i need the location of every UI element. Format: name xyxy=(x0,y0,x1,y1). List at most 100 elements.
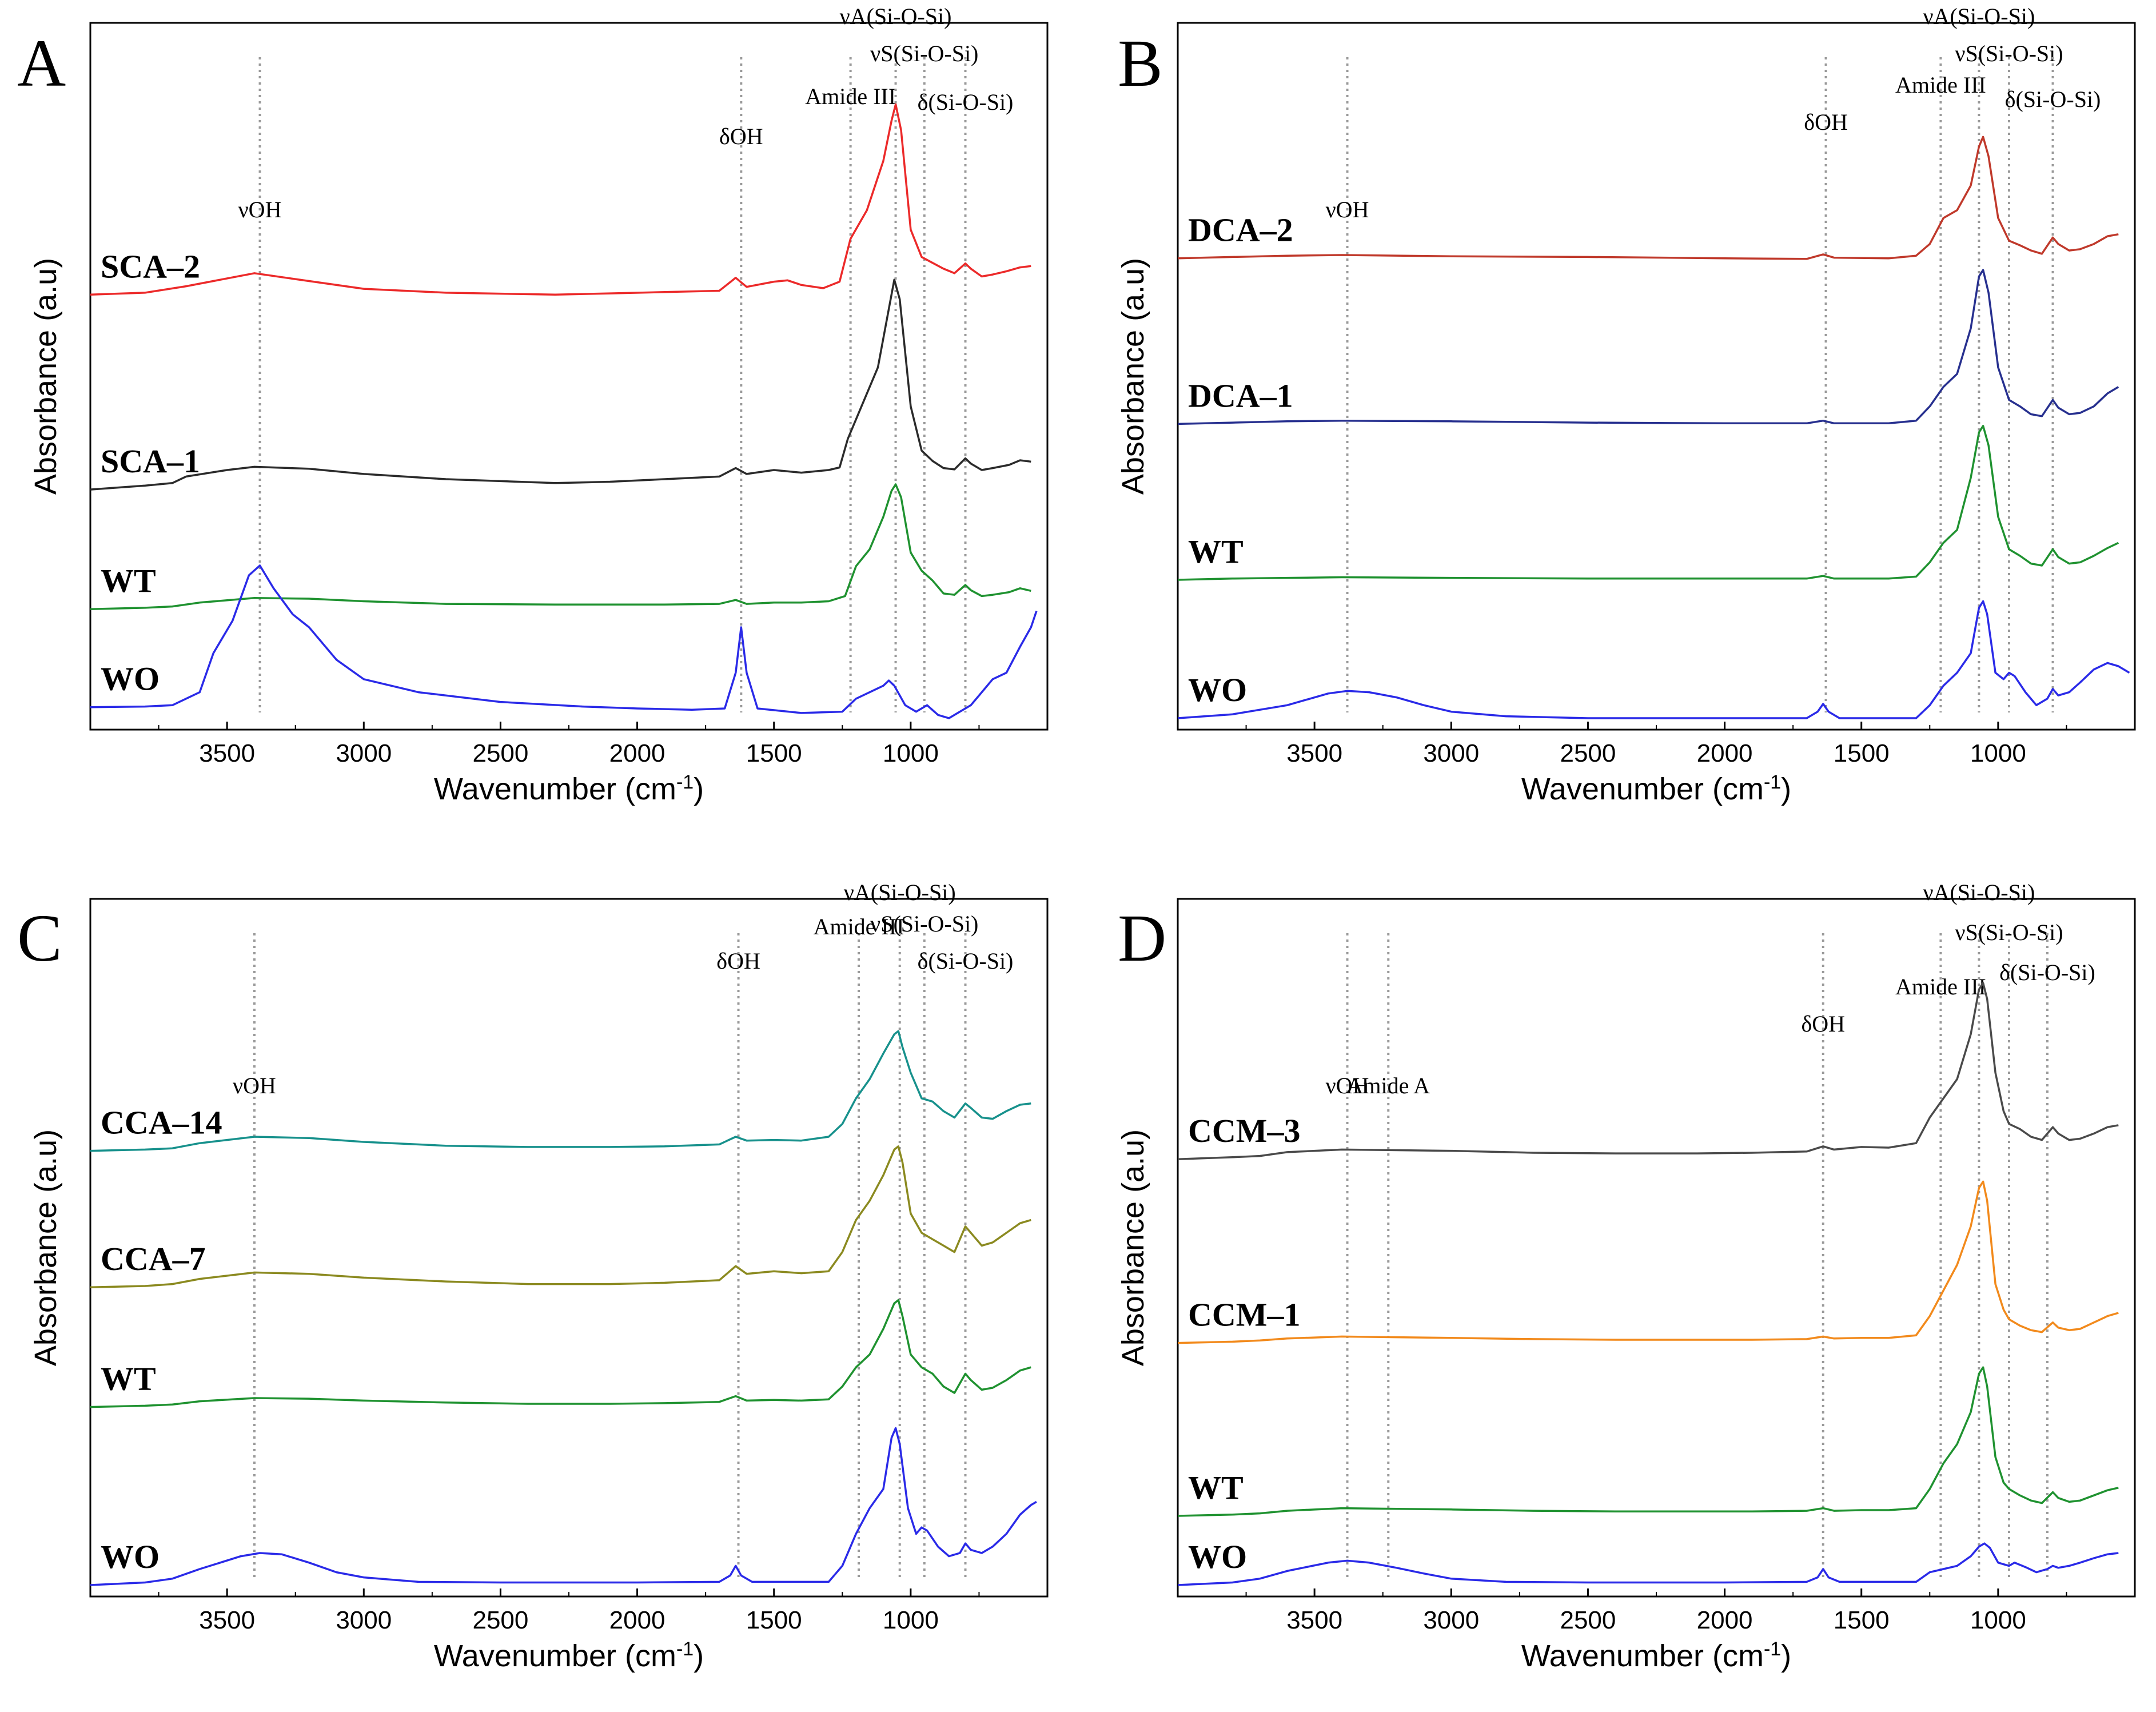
panel-letter: A xyxy=(17,26,66,101)
series-line xyxy=(90,483,1031,610)
x-axis-title-text: Wavenumber (cm xyxy=(1521,1639,1764,1673)
y-axis-title: Absorbance (a.u) xyxy=(1116,1129,1150,1366)
annotation-label: νOH xyxy=(1326,1073,1369,1098)
series-line xyxy=(90,1145,1031,1288)
x-tick-label: 2500 xyxy=(472,1606,528,1634)
x-tick-label: 3500 xyxy=(1286,739,1342,767)
x-axis-title-close: ) xyxy=(694,772,704,806)
series-label: WO xyxy=(1188,1538,1247,1575)
series-line xyxy=(90,1299,1031,1408)
x-tick-label: 1500 xyxy=(746,1606,802,1634)
annotation-label: νS(Si-O-Si) xyxy=(1955,919,2063,945)
series-label: SCA–2 xyxy=(101,248,200,285)
annotation-label: δ(Si-O-Si) xyxy=(2005,86,2101,112)
annotation-label: νA(Si-O-Si) xyxy=(840,3,952,29)
annotation-label: νS(Si-O-Si) xyxy=(870,41,978,66)
series-label: CCA–7 xyxy=(101,1240,206,1277)
series-label: WO xyxy=(1188,671,1247,708)
panel-a: A 3500 3000 2500 2000 1500 1000 Wavenumber (cm-… xyxy=(17,3,1049,806)
series-line xyxy=(1177,1366,2119,1517)
annotation-label: δOH xyxy=(719,124,763,149)
annotation-label: δ(Si-O-Si) xyxy=(918,89,1014,115)
series-line xyxy=(1177,600,2130,719)
x-tick-label: 2000 xyxy=(1697,1606,1753,1634)
x-tick-label: 3000 xyxy=(1423,739,1479,767)
y-axis-title: Absorbance (a.u) xyxy=(1116,258,1150,495)
series-line xyxy=(1177,1542,2119,1586)
annotation-label: δOH xyxy=(716,948,760,974)
series-line xyxy=(90,564,1038,719)
series-line xyxy=(90,1030,1031,1152)
panel-c: C 3500 3000 2500 2000 1500 1000 Wavenumber (cm-… xyxy=(17,879,1049,1673)
x-tick-label: 1500 xyxy=(1834,1606,1890,1634)
series-label: DCA–2 xyxy=(1188,212,1293,249)
x-tick-label: 2500 xyxy=(1560,739,1616,767)
annotation-label: δ(Si-O-Si) xyxy=(918,948,1014,974)
panel-letter: C xyxy=(17,901,62,976)
series-line xyxy=(90,103,1031,296)
series-line xyxy=(1177,269,2119,425)
y-axis-title: Absorbance (a.u) xyxy=(29,258,63,495)
series-label: CCA–14 xyxy=(101,1104,222,1141)
series-label: WT xyxy=(101,562,156,599)
annotation-label: δ(Si-O-Si) xyxy=(1999,959,2095,985)
series-label: CCM–3 xyxy=(1188,1112,1301,1149)
series-label: CCM–1 xyxy=(1188,1296,1301,1333)
x-axis-title-text: Wavenumber (cm xyxy=(434,772,676,806)
x-axis-title-text: Wavenumber (cm xyxy=(434,1639,676,1673)
x-tick-label: 3500 xyxy=(1286,1606,1342,1634)
series-line xyxy=(1177,136,2119,260)
x-axis-title: Wavenumber (cm-1) xyxy=(1521,771,1791,806)
y-axis-title: Absorbance (a.u) xyxy=(29,1129,63,1366)
series-line xyxy=(90,278,1031,491)
annotation-label: νOH xyxy=(238,197,282,222)
x-tick-label: 1500 xyxy=(1834,739,1890,767)
x-tick-label: 2000 xyxy=(1697,739,1753,767)
x-tick-label: 2500 xyxy=(472,739,528,767)
annotation-label: νA(Si-O-Si) xyxy=(1923,3,2035,29)
panel-b: B 3500 3000 2500 2000 1500 1000 Wavenumber (cm-… xyxy=(1116,3,2136,806)
x-tick-label: 3000 xyxy=(336,739,392,767)
series-line xyxy=(90,1427,1037,1586)
x-axis-title-sup: -1 xyxy=(676,771,694,793)
series-label: WT xyxy=(1188,1469,1244,1506)
x-tick-label: 1000 xyxy=(1970,739,2026,767)
x-axis-title-sup: -1 xyxy=(1764,771,1781,793)
annotation-label: δOH xyxy=(1804,109,1848,135)
panel-letter: B xyxy=(1118,26,1163,101)
panel-letter: D xyxy=(1118,901,1166,976)
annotation-label: νA(Si-O-Si) xyxy=(1923,879,2035,905)
annotation-label: Amide III xyxy=(1895,72,1986,98)
annotation-label: Amide A xyxy=(1347,1073,1430,1098)
x-tick-label: 2500 xyxy=(1560,1606,1616,1634)
series-line xyxy=(1177,982,2119,1160)
series-label: SCA–1 xyxy=(101,443,200,480)
x-tick-label: 1000 xyxy=(883,1606,939,1634)
annotation-label: Amide III xyxy=(1895,974,1986,1000)
series-line xyxy=(1177,425,2119,581)
annotation-label: δOH xyxy=(1801,1011,1845,1037)
series-label: WT xyxy=(1188,533,1244,570)
annotation-label: νS(Si-O-Si) xyxy=(870,911,978,937)
x-tick-label: 1500 xyxy=(746,739,802,767)
x-tick-label: 3000 xyxy=(1423,1606,1479,1634)
x-axis-title-sup: -1 xyxy=(1764,1638,1781,1660)
series-label: DCA–1 xyxy=(1188,377,1293,414)
x-axis-title-close: ) xyxy=(1781,772,1791,806)
annotation-label: νS(Si-O-Si) xyxy=(1955,41,2063,66)
x-tick-label: 3500 xyxy=(199,1606,255,1634)
x-axis-title: Wavenumber (cm-1) xyxy=(1521,1638,1791,1673)
annotation-label: νOH xyxy=(1326,197,1369,222)
series-label: WO xyxy=(101,1538,160,1575)
x-tick-label: 2000 xyxy=(609,1606,665,1634)
annotation-label: νOH xyxy=(233,1073,276,1098)
panel-d: D 3500 3000 2500 2000 1500 1000 Wavenumber (cm-… xyxy=(1116,879,2136,1673)
x-tick-label: 2000 xyxy=(609,739,665,767)
x-tick-label: 3500 xyxy=(199,739,255,767)
x-axis-title-close: ) xyxy=(1781,1639,1791,1673)
annotation-label: Amide III xyxy=(805,83,896,109)
x-tick-label: 3000 xyxy=(336,1606,392,1634)
x-axis-title-text: Wavenumber (cm xyxy=(1521,772,1764,806)
